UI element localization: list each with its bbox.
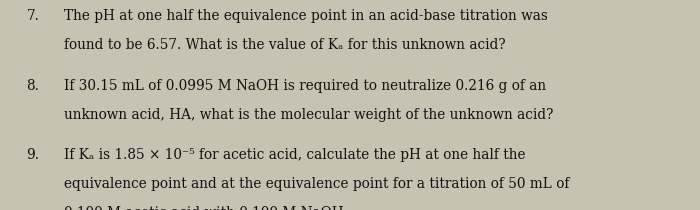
Text: 8.: 8.	[27, 79, 39, 93]
Text: equivalence point and at the equivalence point for a titration of 50 mL of: equivalence point and at the equivalence…	[64, 177, 570, 192]
Text: unknown acid, HA, what is the molecular weight of the unknown acid?: unknown acid, HA, what is the molecular …	[64, 108, 554, 122]
Text: found to be 6.57. What is the value of Kₐ for this unknown acid?: found to be 6.57. What is the value of K…	[64, 38, 506, 52]
Text: If Kₐ is 1.85 × 10⁻⁵ for acetic acid, calculate the pH at one half the: If Kₐ is 1.85 × 10⁻⁵ for acetic acid, ca…	[64, 148, 526, 163]
Text: 9.: 9.	[27, 148, 40, 163]
Text: The pH at one half the equivalence point in an acid-base titration was: The pH at one half the equivalence point…	[64, 9, 548, 24]
Text: If 30.15 mL of 0.0995 M NaOH is required to neutralize 0.216 g of an: If 30.15 mL of 0.0995 M NaOH is required…	[64, 79, 547, 93]
Text: 7.: 7.	[27, 9, 39, 24]
Text: 0.100 M acetic acid with 0.100 M NaOH.: 0.100 M acetic acid with 0.100 M NaOH.	[64, 206, 349, 210]
